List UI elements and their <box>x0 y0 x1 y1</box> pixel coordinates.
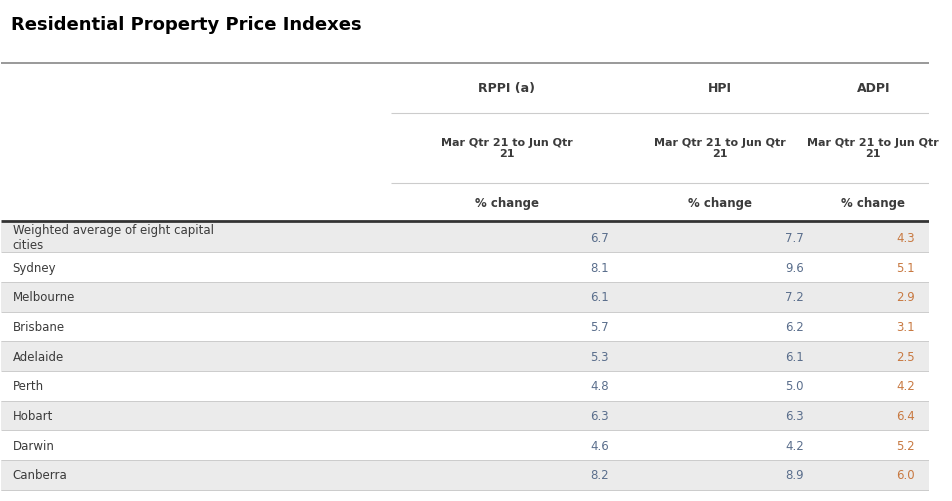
Text: 3.1: 3.1 <box>897 320 915 333</box>
FancyBboxPatch shape <box>1 312 929 342</box>
Text: 5.0: 5.0 <box>785 379 803 392</box>
Text: Perth: Perth <box>12 379 44 392</box>
Text: 6.3: 6.3 <box>785 409 803 422</box>
Text: 4.2: 4.2 <box>785 439 803 452</box>
Text: Adelaide: Adelaide <box>12 350 64 363</box>
Text: Mar Qtr 21 to Jun Qtr
21: Mar Qtr 21 to Jun Qtr 21 <box>441 138 573 159</box>
Text: % change: % change <box>842 197 905 209</box>
FancyBboxPatch shape <box>1 430 929 460</box>
Text: 4.6: 4.6 <box>590 439 609 452</box>
Text: Weighted average of eight capital
cities: Weighted average of eight capital cities <box>12 224 213 252</box>
Text: 7.2: 7.2 <box>785 291 803 304</box>
Text: ADPI: ADPI <box>857 82 890 95</box>
Text: Mar Qtr 21 to Jun Qtr
21: Mar Qtr 21 to Jun Qtr 21 <box>654 138 786 159</box>
Text: 4.3: 4.3 <box>897 231 915 244</box>
Text: 6.4: 6.4 <box>897 409 915 422</box>
Text: Brisbane: Brisbane <box>12 320 65 333</box>
Text: 6.7: 6.7 <box>590 231 609 244</box>
Text: 7.7: 7.7 <box>785 231 803 244</box>
FancyBboxPatch shape <box>1 253 929 283</box>
FancyBboxPatch shape <box>1 460 929 489</box>
Text: 2.9: 2.9 <box>897 291 915 304</box>
Text: RPPI (a): RPPI (a) <box>479 82 535 95</box>
Text: % change: % change <box>475 197 539 209</box>
FancyBboxPatch shape <box>1 223 929 253</box>
FancyBboxPatch shape <box>1 371 929 401</box>
Text: 9.6: 9.6 <box>785 261 803 274</box>
Text: 6.1: 6.1 <box>590 291 609 304</box>
Text: Canberra: Canberra <box>12 468 68 481</box>
Text: 4.8: 4.8 <box>590 379 609 392</box>
Text: 2.5: 2.5 <box>897 350 915 363</box>
Text: 8.2: 8.2 <box>590 468 609 481</box>
Text: 6.3: 6.3 <box>590 409 609 422</box>
Text: Melbourne: Melbourne <box>12 291 75 304</box>
FancyBboxPatch shape <box>1 401 929 430</box>
FancyBboxPatch shape <box>1 342 929 371</box>
Text: % change: % change <box>688 197 752 209</box>
Text: 8.9: 8.9 <box>785 468 803 481</box>
Text: Residential Property Price Indexes: Residential Property Price Indexes <box>10 17 362 34</box>
Text: 5.2: 5.2 <box>897 439 915 452</box>
Text: 6.1: 6.1 <box>785 350 803 363</box>
Text: 6.2: 6.2 <box>785 320 803 333</box>
Text: 5.3: 5.3 <box>590 350 609 363</box>
Text: 5.7: 5.7 <box>590 320 609 333</box>
Text: 8.1: 8.1 <box>590 261 609 274</box>
Text: 5.1: 5.1 <box>897 261 915 274</box>
Text: Hobart: Hobart <box>12 409 53 422</box>
Text: Sydney: Sydney <box>12 261 56 274</box>
Text: Darwin: Darwin <box>12 439 54 452</box>
FancyBboxPatch shape <box>1 283 929 312</box>
Text: 4.2: 4.2 <box>897 379 915 392</box>
Text: 6.0: 6.0 <box>897 468 915 481</box>
Text: Mar Qtr 21 to Jun Qtr
21: Mar Qtr 21 to Jun Qtr 21 <box>807 138 940 159</box>
Text: HPI: HPI <box>708 82 732 95</box>
